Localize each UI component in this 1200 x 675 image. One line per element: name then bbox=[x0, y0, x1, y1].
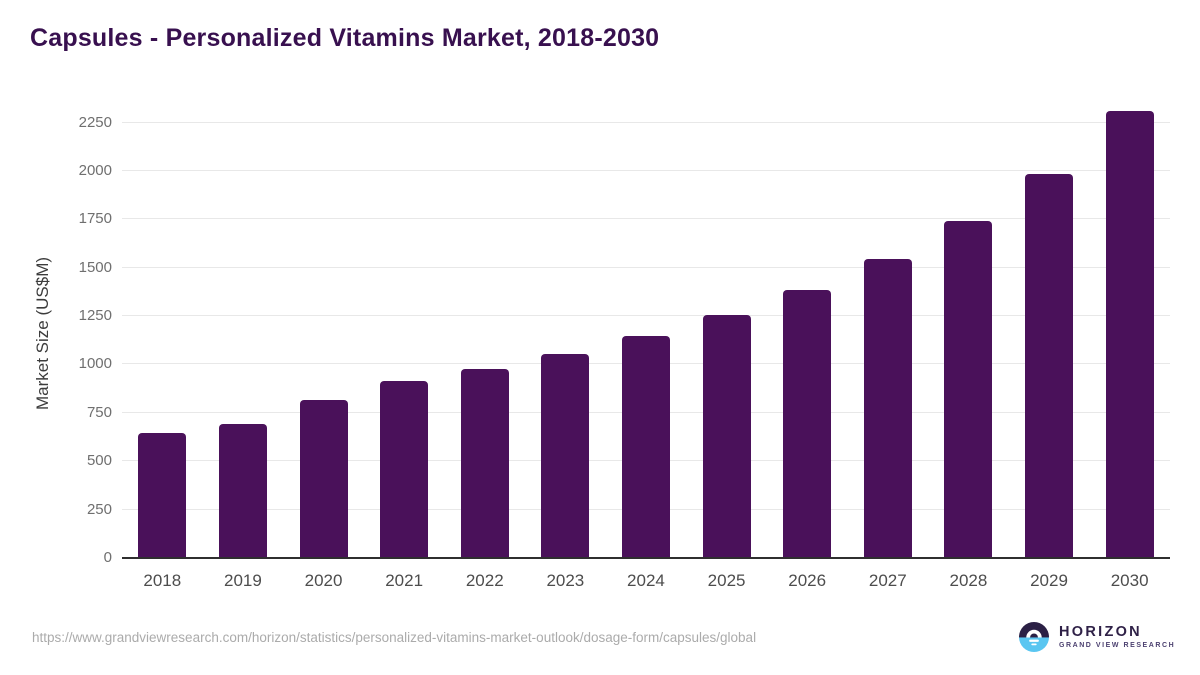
bar-column-2029 bbox=[1009, 108, 1090, 558]
bar-2024[interactable] bbox=[621, 336, 670, 558]
bar-2019[interactable] bbox=[218, 424, 267, 558]
sun-horizon-icon bbox=[1019, 622, 1049, 652]
y-tick-label-500: 500 bbox=[86, 452, 112, 470]
bar-series bbox=[122, 108, 1170, 558]
x-tick-label-2018: 2018 bbox=[143, 571, 182, 590]
logo-tagline: GRAND VIEW RESEARCH bbox=[1059, 642, 1176, 649]
gridline-2000 bbox=[122, 169, 1170, 171]
x-tick-label-2027: 2027 bbox=[868, 571, 907, 590]
x-tick-label-2029: 2029 bbox=[1030, 571, 1068, 590]
y-tick-label-1250: 1250 bbox=[78, 307, 112, 325]
bar-2022[interactable] bbox=[460, 369, 509, 558]
bar-column-2024 bbox=[606, 108, 687, 558]
x-tick-label-2025: 2025 bbox=[707, 571, 746, 590]
x-tick-label-2026: 2026 bbox=[788, 571, 827, 590]
bar-column-2020 bbox=[283, 108, 364, 558]
x-tick-label-2024: 2024 bbox=[627, 571, 665, 590]
bar-2020[interactable] bbox=[299, 400, 348, 558]
x-axis-ticks: 2018 2019 2020 2021 2022 2023 2024 2025 2026 2027… bbox=[122, 570, 1170, 592]
bar-column-2025 bbox=[686, 108, 767, 558]
x-tick-label-2022: 2022 bbox=[465, 571, 504, 590]
x-tick-label-2028: 2028 bbox=[949, 571, 988, 590]
bar-column-2027 bbox=[847, 108, 928, 558]
x-tick-label-2030: 2030 bbox=[1110, 571, 1149, 590]
chart-title: Capsules - Personalized Vitamins Market,… bbox=[30, 24, 660, 52]
bar-2026[interactable] bbox=[783, 289, 832, 558]
bar-2021[interactable] bbox=[380, 380, 429, 558]
bar-2029[interactable] bbox=[1025, 173, 1073, 558]
logo-brand: HORIZON bbox=[1059, 624, 1142, 640]
bar-2027[interactable] bbox=[863, 258, 912, 558]
bar-2030[interactable] bbox=[1105, 110, 1154, 558]
bar-column-2030 bbox=[1089, 108, 1170, 558]
y-tick-label-0: 0 bbox=[103, 549, 112, 566]
x-tick-label-2023: 2023 bbox=[546, 571, 585, 590]
bar-column-2026 bbox=[767, 108, 848, 558]
x-axis-line bbox=[122, 557, 1170, 559]
gridline-1500 bbox=[122, 266, 1170, 268]
bar-column-2022 bbox=[444, 108, 525, 558]
bar-2025[interactable] bbox=[702, 315, 751, 558]
y-axis-ticks: 0 250 500 750 1000 1250 1500 1750 2000 2250 bbox=[0, 108, 112, 566]
horizon-logo: HORIZON GRAND VIEW RESEARCH bbox=[1019, 622, 1175, 652]
gridline-1250 bbox=[122, 315, 1170, 317]
y-tick-label-250: 250 bbox=[86, 500, 112, 518]
y-tick-label-2250: 2250 bbox=[78, 113, 112, 131]
source-url: https://www.grandviewresearch.com/horizo… bbox=[32, 630, 757, 645]
x-tick-label-2021: 2021 bbox=[385, 571, 424, 590]
y-tick-label-750: 750 bbox=[86, 403, 112, 421]
bar-2023[interactable] bbox=[541, 353, 590, 558]
y-tick-label-2000: 2000 bbox=[78, 161, 112, 179]
bar-2018[interactable] bbox=[138, 433, 187, 558]
bar-2028[interactable] bbox=[944, 221, 993, 558]
logo-text: HORIZON GRAND VIEW RESEARCH bbox=[1059, 624, 1175, 650]
y-tick-label-1000: 1000 bbox=[78, 355, 112, 373]
gridline-1750 bbox=[122, 218, 1170, 220]
y-tick-label-1750: 1750 bbox=[78, 210, 112, 228]
x-tick-label-2019: 2019 bbox=[224, 571, 262, 590]
x-tick-label-2020: 2020 bbox=[304, 571, 343, 590]
bar-column-2018 bbox=[122, 108, 203, 558]
gridline-2250 bbox=[122, 121, 1170, 123]
y-tick-label-1500: 1500 bbox=[78, 258, 112, 276]
plot-area bbox=[122, 108, 1170, 559]
bar-column-2019 bbox=[203, 108, 284, 558]
bar-column-2023 bbox=[525, 108, 606, 558]
bar-column-2021 bbox=[364, 108, 445, 558]
bar-column-2028 bbox=[928, 108, 1009, 558]
